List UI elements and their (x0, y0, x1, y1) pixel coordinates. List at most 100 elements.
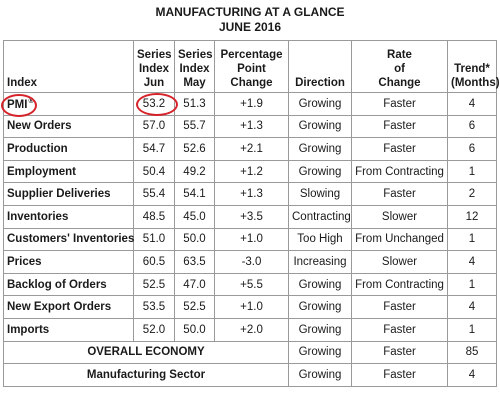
row-direction: Growing (288, 92, 352, 116)
row-index-label: Customers' Inventories (3, 227, 134, 252)
row-trend: 1 (447, 272, 497, 297)
table-row: Imports 52.0 50.0 +2.0 Growing Faster 1 (3, 317, 497, 342)
highlight-circle (135, 92, 178, 116)
row-index-label: Prices (3, 250, 134, 274)
title-line-2: JUNE 2016 (218, 20, 282, 34)
summary-direction: Growing (288, 363, 352, 387)
row-series-jun: 55.4 (133, 182, 175, 206)
row-rate-of-change: Faster (351, 137, 448, 161)
row-direction: Growing (288, 272, 352, 297)
row-direction: Growing (288, 159, 352, 184)
header-percentage-change: Percentage Point Change (214, 40, 289, 93)
row-point-change: +1.3 (214, 182, 289, 206)
highlight-circle (1, 94, 37, 118)
row-series-jun: 50.4 (133, 159, 175, 184)
summary-label: OVERALL ECONOMY (3, 340, 289, 365)
row-series-jun: 52.0 (133, 317, 175, 342)
row-index-label: PMI® (1, 92, 134, 118)
row-direction: Slowing (288, 182, 352, 206)
row-trend: 4 (447, 92, 497, 116)
row-series-may: 49.2 (174, 159, 215, 184)
row-series-jun: 60.5 (133, 250, 175, 274)
row-direction: Growing (288, 317, 352, 342)
row-trend: 1 (447, 159, 497, 184)
row-trend: 6 (447, 137, 497, 161)
row-rate-of-change: Faster (351, 317, 448, 342)
row-series-jun: 54.7 (133, 137, 175, 161)
report-title: MANUFACTURING AT A GLANCE JUNE 2016 (0, 0, 500, 34)
row-direction: Contracting (288, 204, 352, 229)
table-row: Production 54.7 52.6 +2.1 Growing Faster 6 (3, 137, 497, 161)
summary-label: Manufacturing Sector (3, 363, 289, 387)
row-index-label: Imports (3, 317, 134, 342)
row-rate-of-change: From Contracting (351, 272, 448, 297)
header-rate-of-change: Rate of Change (351, 40, 448, 93)
row-direction: Growing (288, 137, 352, 161)
summary-rate: Faster (351, 363, 448, 387)
row-trend: 1 (447, 227, 497, 252)
row-rate-of-change: Faster (351, 295, 448, 319)
row-trend: 2 (447, 182, 497, 206)
header-trend: Trend* (Months) (447, 40, 500, 93)
table-row: Employment 50.4 49.2 +1.2 Growing From Contra… (3, 159, 497, 184)
table-row: Customers' Inventories 51.0 50.0 +1.0 Too Hi… (3, 227, 497, 252)
table-row: New Orders 57.0 55.7 +1.3 Growing Faster 6 (3, 114, 497, 139)
row-index-label: Supplier Deliveries (3, 182, 134, 206)
row-point-change: -3.0 (214, 250, 289, 274)
row-direction: Increasing (288, 250, 352, 274)
row-point-change: +1.0 (214, 295, 289, 319)
row-series-may: 51.3 (174, 92, 215, 116)
row-index-label: New Export Orders (3, 295, 134, 319)
row-rate-of-change: Slower (351, 250, 448, 274)
header-index: Index (3, 40, 134, 93)
row-trend: 6 (447, 114, 497, 139)
summary-trend: 85 (447, 340, 497, 365)
row-series-may: 50.0 (174, 317, 215, 342)
header-series-may: Series Index May (174, 40, 215, 93)
title-line-1: MANUFACTURING AT A GLANCE (155, 5, 345, 19)
row-index-label: New Orders (3, 114, 134, 139)
row-direction: Growing (288, 114, 352, 139)
row-series-jun: 57.0 (133, 114, 175, 139)
row-point-change: +5.5 (214, 272, 289, 297)
table-row: Supplier Deliveries 55.4 54.1 +1.3 Slowing Fa… (3, 182, 497, 206)
summary-row: OVERALL ECONOMY Growing Faster 85 (3, 340, 497, 365)
row-series-may: 52.5 (174, 295, 215, 319)
row-rate-of-change: Slower (351, 204, 448, 229)
row-series-jun: 48.5 (133, 204, 175, 229)
row-series-may: 55.7 (174, 114, 215, 139)
summary-trend: 4 (447, 363, 497, 387)
table-body: PMI® 53.2 51.3 +1.9 Growing Faster 4 New Orders… (1, 92, 497, 387)
manufacturing-table: Index Series Index Jun Series Index May Perc… (1, 40, 500, 387)
row-point-change: +3.5 (214, 204, 289, 229)
row-trend: 4 (447, 295, 497, 319)
row-series-may: 45.0 (174, 204, 215, 229)
header-direction: Direction (288, 40, 352, 93)
row-series-may: 50.0 (174, 227, 215, 252)
row-series-may: 63.5 (174, 250, 215, 274)
row-index-label: Backlog of Orders (3, 272, 134, 297)
row-series-jun: 51.0 (133, 227, 175, 252)
row-trend: 4 (447, 250, 497, 274)
summary-direction: Growing (288, 340, 352, 365)
row-point-change: +2.0 (214, 317, 289, 342)
row-rate-of-change: Faster (351, 114, 448, 139)
row-series-may: 54.1 (174, 182, 215, 206)
table-row: PMI® 53.2 51.3 +1.9 Growing Faster 4 (1, 92, 497, 118)
row-point-change: +1.9 (214, 92, 289, 116)
row-point-change: +2.1 (214, 137, 289, 161)
table-row: Inventories 48.5 45.0 +3.5 Contracting Slower… (3, 204, 497, 229)
summary-rate: Faster (351, 340, 448, 365)
row-series-jun: 52.5 (133, 272, 175, 297)
row-rate-of-change: Faster (351, 182, 448, 206)
row-index-label: Inventories (3, 204, 134, 229)
row-direction: Too High (288, 227, 352, 252)
row-trend: 12 (447, 204, 497, 229)
header-series-jun: Series Index Jun (133, 40, 175, 93)
row-series-jun: 53.5 (133, 295, 175, 319)
row-index-label: Employment (3, 159, 134, 184)
row-series-may: 52.6 (174, 137, 215, 161)
row-series-may: 47.0 (174, 272, 215, 297)
row-series-jun: 53.2 (133, 92, 178, 116)
row-point-change: +1.0 (214, 227, 289, 252)
